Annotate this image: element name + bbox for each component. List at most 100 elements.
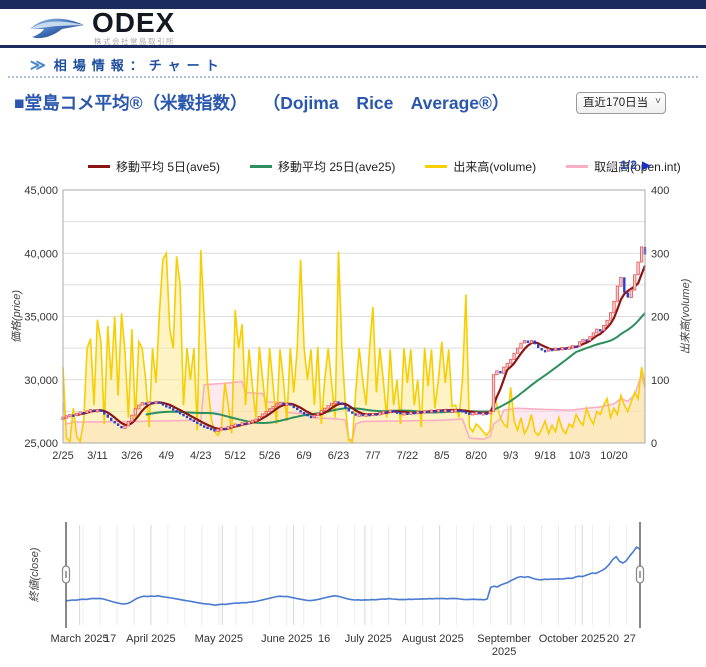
legend-swatch (250, 165, 273, 168)
candle-up (519, 342, 523, 349)
candle-down (72, 414, 75, 417)
candle-up (488, 410, 492, 415)
legend-item: 出来高(volume) (425, 158, 536, 175)
nav-date-label: June 2025 (261, 633, 312, 645)
candle-up (233, 423, 237, 427)
candle-up (95, 409, 99, 413)
candle-down (92, 409, 96, 412)
volume-tick-label: 100 (651, 375, 669, 387)
breadcrumb[interactable]: ≫ 相場情報：チャート (30, 55, 225, 74)
nav-date-label: 2025 (492, 646, 516, 658)
candle-up (323, 407, 327, 412)
candle-down (99, 409, 103, 412)
candle-down (626, 292, 629, 298)
candle-down (282, 402, 285, 405)
candle-up (78, 411, 82, 415)
nav-handle-left[interactable] (61, 522, 71, 628)
dotted-separator (8, 76, 698, 78)
candle-down (296, 407, 299, 411)
candle-up (436, 409, 441, 413)
page-title: ■堂島コメ平均®（米穀指数） （Dojima Rice Average®） (14, 90, 509, 115)
candle-down (440, 409, 443, 412)
candle-down (385, 411, 388, 414)
candle-down (392, 410, 395, 413)
candle-up (429, 409, 434, 413)
candle-down (557, 348, 561, 351)
pager-prev-icon[interactable]: ◀ (606, 158, 616, 172)
candle-down (533, 340, 536, 345)
candle-down (395, 411, 399, 414)
nav-date-label: April 2025 (126, 633, 176, 645)
candle-up (388, 409, 392, 413)
nav-handle-right[interactable] (635, 522, 645, 628)
date-tick-label: 5/12 (224, 450, 245, 462)
candle-up (285, 402, 289, 406)
candle-up (560, 347, 564, 351)
candle-down (406, 412, 409, 415)
candle-down (526, 340, 530, 343)
price-tick-label: 40,000 (24, 248, 58, 260)
date-tick-label: 4/9 (159, 450, 174, 462)
candle-down (499, 370, 502, 374)
candle-up (64, 415, 68, 419)
date-tick-label: 8/20 (466, 450, 487, 462)
candle-down (461, 410, 464, 413)
breadcrumb-label: 相場情報：チャート (53, 58, 225, 73)
candle-up (247, 421, 251, 425)
date-tick-label: 10/3 (569, 450, 590, 462)
candle-down (485, 412, 488, 415)
candle-up (471, 412, 475, 416)
legend-label: 出来高(volume) (453, 160, 537, 174)
logo-text: ODEX (92, 7, 176, 38)
candle-down (344, 405, 347, 409)
candle-up (329, 402, 334, 407)
legend-label: 移動平均 25日(ave25) (278, 160, 396, 174)
candle-up (512, 352, 516, 360)
candle-up (381, 410, 385, 415)
candle-up (133, 408, 137, 416)
candle-up (567, 346, 571, 350)
candle-up (137, 404, 141, 410)
candle-down (599, 329, 602, 332)
range-select-wrap: 直近170日当限 ˅ (576, 92, 666, 114)
candle-up (271, 405, 275, 410)
date-tick-label: 5/26 (259, 450, 280, 462)
candle-down (213, 429, 216, 432)
candle-up (547, 348, 551, 352)
candle-up (216, 428, 220, 432)
nav-date-label: 27 (624, 633, 636, 645)
candle-down (199, 423, 202, 426)
candle-down (399, 412, 402, 415)
candle-up (68, 414, 72, 418)
date-tick-label: 8/5 (434, 450, 449, 462)
candle-up (140, 402, 144, 406)
candle-up (357, 413, 361, 417)
candle-down (447, 409, 450, 412)
candle-up (529, 340, 534, 344)
candle-down (574, 345, 578, 348)
price-axis-title: 価格(price) (10, 290, 23, 344)
header-rule (0, 45, 706, 48)
chart-pager: ◀ 1/2 ▶ (606, 158, 651, 172)
candle-up (250, 419, 254, 423)
candle-up (450, 409, 454, 413)
candle-up (267, 408, 272, 412)
candle-up (378, 412, 382, 416)
candle-down (82, 412, 85, 415)
candle-up (640, 246, 644, 263)
nav-date-label: 16 (318, 633, 330, 645)
candle-down (206, 426, 209, 429)
candle-up (130, 414, 134, 422)
legend-item: 移動平均 25日(ave25) (250, 158, 395, 175)
candle-up (609, 312, 613, 321)
volume-tick-label: 0 (651, 438, 657, 450)
pager-next-icon[interactable]: ▶ (641, 158, 652, 172)
nav-axis-title: 終値(close) (28, 547, 41, 602)
range-select[interactable]: 直近170日当限 (576, 92, 666, 114)
candle-up (453, 409, 458, 413)
candle-down (468, 412, 471, 415)
candle-down (540, 348, 543, 351)
candle-down (413, 412, 416, 415)
candle-down (110, 417, 113, 421)
